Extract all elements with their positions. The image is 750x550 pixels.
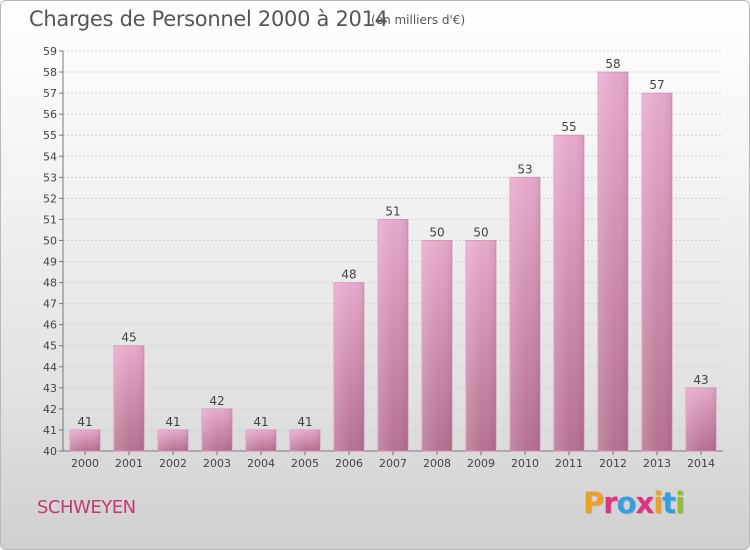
axes: 40 41 42 43 44 45 46 47 48 49 50 51 52 53 54 55 56 57 58 59… bbox=[43, 45, 723, 470]
y-tick-label: 53 bbox=[43, 171, 57, 184]
y-tick-label: 57 bbox=[43, 87, 57, 100]
bar-shade bbox=[202, 408, 232, 451]
data-label: 50 bbox=[429, 225, 444, 239]
y-tick-label: 44 bbox=[43, 361, 57, 374]
x-tick-label: 2000 bbox=[71, 457, 99, 470]
y-tick-label: 45 bbox=[43, 340, 57, 353]
data-labels: 41 45 41 42 41 41 48 51 50 50 53 55 58 57 43 bbox=[77, 57, 708, 429]
town-name: SCHWEYEN bbox=[37, 497, 136, 518]
data-label: 48 bbox=[341, 268, 356, 282]
y-tick-label: 41 bbox=[43, 424, 57, 437]
y-tick-label: 54 bbox=[43, 150, 57, 163]
data-label: 41 bbox=[253, 415, 268, 429]
data-label: 41 bbox=[297, 415, 312, 429]
chart-title: Charges de Personnel 2000 à 2014 bbox=[29, 7, 388, 31]
bar-shade bbox=[290, 429, 320, 451]
y-tick-label: 50 bbox=[43, 234, 57, 247]
data-label: 45 bbox=[121, 331, 136, 345]
chart-unit: (en milliers d'€) bbox=[371, 13, 466, 27]
data-label: 58 bbox=[605, 57, 620, 71]
y-tick-label: 46 bbox=[43, 319, 57, 332]
logo-letter: r bbox=[603, 486, 617, 520]
bar-shade bbox=[686, 387, 716, 451]
x-tick-label: 2003 bbox=[203, 457, 231, 470]
bar-shade bbox=[466, 240, 496, 451]
bar-shade bbox=[422, 240, 452, 451]
bar-shade bbox=[510, 177, 540, 451]
x-tick-label: 2013 bbox=[643, 457, 671, 470]
y-tick-label: 58 bbox=[43, 66, 57, 79]
bar-shade bbox=[70, 429, 100, 451]
y-tick-label: 59 bbox=[43, 45, 57, 58]
data-label: 57 bbox=[649, 78, 664, 92]
x-tick-label: 2007 bbox=[379, 457, 407, 470]
x-tick-label: 2010 bbox=[511, 457, 539, 470]
logo-letter: i bbox=[675, 486, 685, 520]
bar-shade bbox=[114, 345, 144, 451]
y-tick-label: 42 bbox=[43, 403, 57, 416]
logo-letter: t bbox=[662, 486, 676, 520]
bar-shade bbox=[642, 93, 672, 452]
y-tick-label: 55 bbox=[43, 129, 57, 142]
y-tick-label: 56 bbox=[43, 108, 57, 121]
x-tick-label: 2002 bbox=[159, 457, 187, 470]
data-label: 53 bbox=[517, 162, 532, 176]
bar-shade bbox=[246, 429, 276, 451]
data-label: 50 bbox=[473, 225, 488, 239]
x-tick-label: 2001 bbox=[115, 457, 143, 470]
y-tick-label: 52 bbox=[43, 192, 57, 205]
bars bbox=[69, 71, 717, 452]
data-label: 42 bbox=[209, 394, 224, 408]
y-tick-label: 48 bbox=[43, 277, 57, 290]
data-label: 43 bbox=[693, 373, 708, 387]
y-tick-label: 40 bbox=[43, 445, 57, 458]
x-tick-label: 2008 bbox=[423, 457, 451, 470]
x-tick-label: 2011 bbox=[555, 457, 583, 470]
logo-letter: o bbox=[616, 486, 637, 520]
logo-letter: x bbox=[635, 486, 655, 520]
logo-letter: P bbox=[583, 486, 604, 520]
data-label: 55 bbox=[561, 120, 576, 134]
y-tick-label: 51 bbox=[43, 213, 57, 226]
x-tick-label: 2006 bbox=[335, 457, 363, 470]
data-label: 41 bbox=[165, 415, 180, 429]
bar-shade bbox=[378, 219, 408, 451]
y-tick-label: 49 bbox=[43, 256, 57, 269]
bar-shade bbox=[554, 135, 584, 452]
bar-shade bbox=[598, 72, 628, 451]
data-label: 51 bbox=[385, 204, 400, 218]
x-tick-label: 2004 bbox=[247, 457, 275, 470]
y-tick-label: 43 bbox=[43, 382, 57, 395]
data-label: 41 bbox=[77, 415, 92, 429]
x-tick-label: 2012 bbox=[599, 457, 627, 470]
y-tick-label: 47 bbox=[43, 298, 57, 311]
x-tick-label: 2009 bbox=[467, 457, 495, 470]
x-tick-label: 2014 bbox=[687, 457, 715, 470]
x-tick-label: 2005 bbox=[291, 457, 319, 470]
bar-shade bbox=[158, 429, 188, 451]
bar-shade bbox=[334, 282, 364, 451]
logo-letter: i bbox=[653, 486, 663, 520]
proxiti-logo: Proxiti bbox=[583, 486, 685, 520]
